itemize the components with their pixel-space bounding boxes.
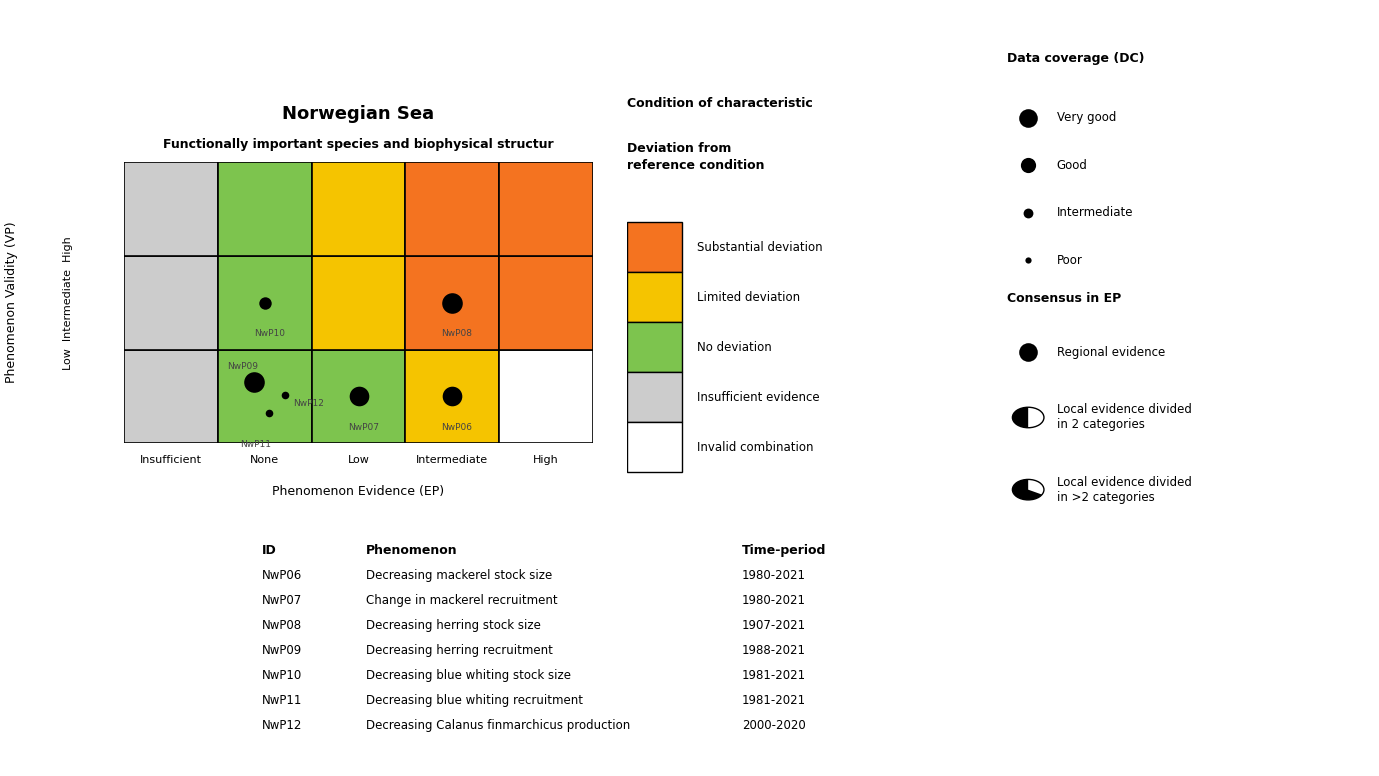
Text: Invalid combination: Invalid combination xyxy=(696,441,814,454)
Text: Decreasing herring recruitment: Decreasing herring recruitment xyxy=(365,644,553,657)
Bar xyxy=(405,256,499,349)
Point xyxy=(274,388,296,400)
Bar xyxy=(499,349,593,443)
Text: Decreasing herring stock size: Decreasing herring stock size xyxy=(365,619,541,632)
Point xyxy=(243,376,265,389)
Text: High: High xyxy=(534,455,558,465)
Text: NwP10: NwP10 xyxy=(262,669,302,682)
Bar xyxy=(405,349,499,443)
Text: Decreasing Calanus finmarchicus production: Decreasing Calanus finmarchicus producti… xyxy=(365,719,630,732)
Point xyxy=(254,296,276,309)
Text: Substantial deviation: Substantial deviation xyxy=(696,241,822,254)
Bar xyxy=(627,272,683,322)
Text: NwP06: NwP06 xyxy=(262,569,302,582)
Text: Decreasing blue whiting stock size: Decreasing blue whiting stock size xyxy=(365,669,571,682)
Circle shape xyxy=(1012,407,1044,428)
Bar xyxy=(312,349,405,443)
Point xyxy=(1018,159,1040,171)
Point xyxy=(258,407,280,420)
Text: 1907-2021: 1907-2021 xyxy=(742,619,807,632)
Bar xyxy=(627,322,683,372)
Text: Limited deviation: Limited deviation xyxy=(696,291,800,303)
Text: 2000-2020: 2000-2020 xyxy=(742,719,805,732)
Text: Time-period: Time-period xyxy=(742,544,826,557)
Text: 1981-2021: 1981-2021 xyxy=(742,694,807,707)
Bar xyxy=(124,162,218,256)
Point xyxy=(1018,346,1040,359)
Wedge shape xyxy=(1012,407,1029,428)
Bar xyxy=(218,162,312,256)
Text: Norwegian Sea: Norwegian Sea xyxy=(283,105,434,123)
Bar xyxy=(124,349,218,443)
Point xyxy=(441,390,463,403)
Text: Local evidence divided
in 2 categories: Local evidence divided in 2 categories xyxy=(1056,404,1191,431)
Text: NwP11: NwP11 xyxy=(240,439,270,449)
Bar xyxy=(499,256,593,349)
Text: Functionally important species and biophysical structur: Functionally important species and bioph… xyxy=(163,137,554,151)
Bar xyxy=(405,162,499,256)
Text: NwP12: NwP12 xyxy=(294,399,324,408)
Text: NwP08: NwP08 xyxy=(262,619,302,632)
Text: Low: Low xyxy=(348,455,370,465)
Bar xyxy=(312,256,405,349)
Point xyxy=(1018,254,1040,266)
Bar xyxy=(124,256,218,349)
Text: Deviation from
reference condition: Deviation from reference condition xyxy=(627,141,765,171)
Text: NwP09: NwP09 xyxy=(226,362,258,371)
Point xyxy=(1018,206,1040,219)
Bar xyxy=(218,256,312,349)
Point xyxy=(1018,112,1040,124)
Text: Change in mackerel recruitment: Change in mackerel recruitment xyxy=(365,594,557,607)
Text: Data coverage (DC): Data coverage (DC) xyxy=(1007,52,1145,65)
Text: 1988-2021: 1988-2021 xyxy=(742,644,805,657)
Text: NwP09: NwP09 xyxy=(262,644,302,657)
Text: Phenomenon: Phenomenon xyxy=(365,544,458,557)
Text: Regional evidence: Regional evidence xyxy=(1056,346,1165,359)
Text: Insufficient: Insufficient xyxy=(141,455,201,465)
Text: NwP11: NwP11 xyxy=(262,694,302,707)
Text: Decreasing mackerel stock size: Decreasing mackerel stock size xyxy=(365,569,552,582)
Text: NwP08: NwP08 xyxy=(441,329,473,338)
Text: Local evidence divided
in >2 categories: Local evidence divided in >2 categories xyxy=(1056,476,1191,504)
Text: 1980-2021: 1980-2021 xyxy=(742,569,805,582)
Bar xyxy=(499,162,593,256)
Text: Very good: Very good xyxy=(1056,111,1116,124)
Bar xyxy=(627,372,683,422)
Bar xyxy=(627,422,683,473)
Text: None: None xyxy=(250,455,280,465)
Bar xyxy=(627,222,683,272)
Text: NwP07: NwP07 xyxy=(348,423,379,431)
Text: Poor: Poor xyxy=(1056,254,1083,267)
Text: NwP12: NwP12 xyxy=(262,719,302,732)
Text: 1980-2021: 1980-2021 xyxy=(742,594,805,607)
Text: Intermediate: Intermediate xyxy=(1056,206,1134,220)
Text: NwP10: NwP10 xyxy=(254,329,285,338)
Text: No deviation: No deviation xyxy=(696,341,772,354)
Point xyxy=(348,390,370,403)
Text: NwP06: NwP06 xyxy=(441,423,473,431)
Text: ID: ID xyxy=(262,544,277,557)
Bar xyxy=(218,349,312,443)
Bar xyxy=(312,162,405,256)
Text: Intermediate: Intermediate xyxy=(416,455,488,465)
Text: Phenomenon Validity (VP): Phenomenon Validity (VP) xyxy=(6,222,18,383)
Point xyxy=(441,296,463,309)
Text: Low  Intermediate  High: Low Intermediate High xyxy=(63,236,73,369)
Text: Insufficient evidence: Insufficient evidence xyxy=(696,391,819,404)
Text: NwP07: NwP07 xyxy=(262,594,302,607)
Text: Condition of characteristic: Condition of characteristic xyxy=(627,97,814,110)
Wedge shape xyxy=(1012,480,1043,500)
Text: 1981-2021: 1981-2021 xyxy=(742,669,807,682)
Circle shape xyxy=(1012,480,1044,500)
Text: Phenomenon Evidence (EP): Phenomenon Evidence (EP) xyxy=(273,486,444,498)
Text: Decreasing blue whiting recruitment: Decreasing blue whiting recruitment xyxy=(365,694,583,707)
Text: Good: Good xyxy=(1056,159,1088,171)
Text: Consensus in EP: Consensus in EP xyxy=(1007,292,1121,305)
